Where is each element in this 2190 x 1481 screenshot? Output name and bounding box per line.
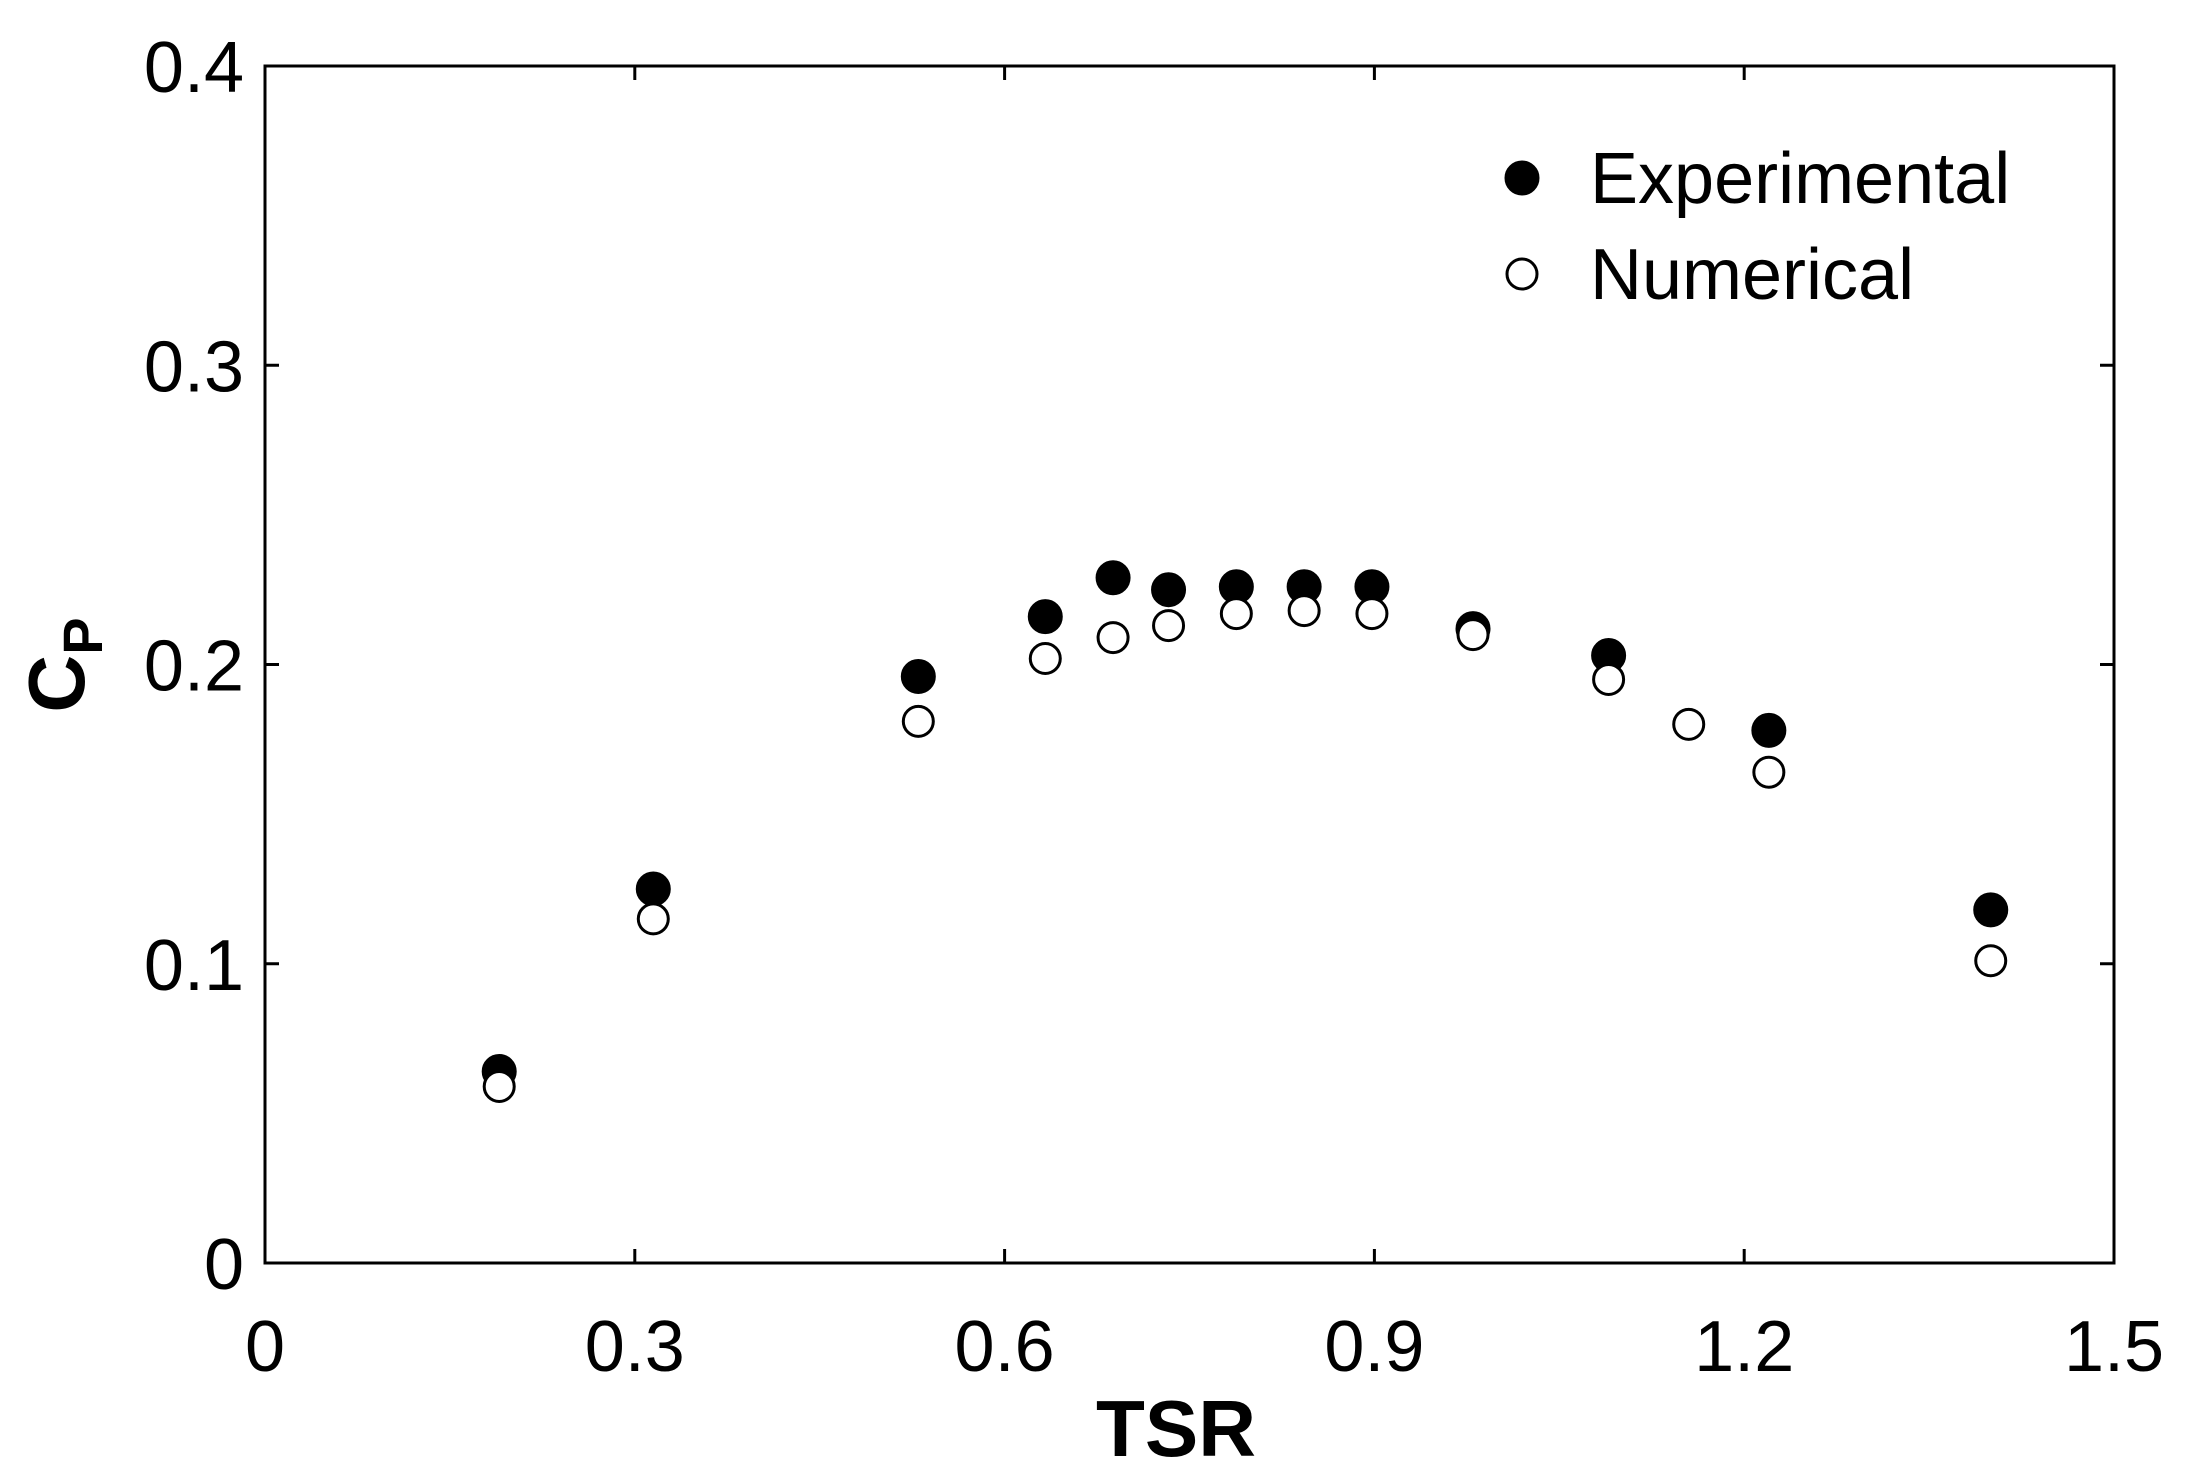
legend-marker-numerical (1505, 257, 1539, 291)
numerical-point (1219, 597, 1253, 631)
experimental-point (1151, 572, 1187, 608)
x-axis-title: TSR (1096, 1384, 1256, 1473)
numerical-point (1456, 618, 1490, 652)
numerical-point (1096, 621, 1130, 655)
numerical-point (1592, 662, 1626, 696)
numerical-point (1028, 642, 1062, 676)
legend-label-experimental: Experimental (1590, 139, 2010, 219)
experimental-point (900, 658, 936, 694)
legend: Experimental Numerical (1504, 139, 2010, 315)
x-tick-label: 0.6 (955, 1307, 1055, 1387)
numerical-point (1672, 707, 1706, 741)
legend-marker-experimental (1504, 160, 1540, 196)
x-tick-label: 1.2 (1694, 1307, 1794, 1387)
y-axis-title-main: C (12, 655, 101, 713)
x-tick-label: 0.9 (1324, 1307, 1424, 1387)
experimental-point (1095, 560, 1131, 596)
numerical-point (636, 902, 670, 936)
experimental-point (635, 871, 671, 907)
y-tick-label: 0.2 (144, 627, 244, 707)
numerical-point (901, 704, 935, 738)
y-axis-title: CP (12, 617, 114, 712)
x-tick-label: 1.5 (2064, 1307, 2164, 1387)
numerical-point (1287, 594, 1321, 628)
y-axis-ticks: 0 0.1 0.2 0.3 0.4 (144, 28, 2114, 1305)
y-tick-label: 0.4 (144, 28, 244, 108)
data-points (481, 560, 2009, 1103)
y-axis-title-subscript: P (51, 617, 114, 654)
numerical-point (1752, 755, 1786, 789)
y-tick-label: 0.1 (144, 926, 244, 1006)
x-tick-label: 0.3 (585, 1307, 685, 1387)
legend-label-numerical: Numerical (1590, 235, 1914, 315)
numerical-point (482, 1069, 516, 1103)
x-axis-ticks: 0 0.3 0.6 0.9 1.2 1.5 (245, 66, 2164, 1387)
y-tick-label: 0 (204, 1225, 244, 1305)
y-tick-label: 0.3 (144, 327, 244, 407)
numerical-point (1974, 944, 2008, 978)
numerical-point (1152, 609, 1186, 643)
x-tick-label: 0 (245, 1307, 285, 1387)
experimental-point (1973, 892, 2009, 928)
experimental-point (1751, 712, 1787, 748)
experimental-point (1027, 599, 1063, 635)
numerical-point (1355, 597, 1389, 631)
